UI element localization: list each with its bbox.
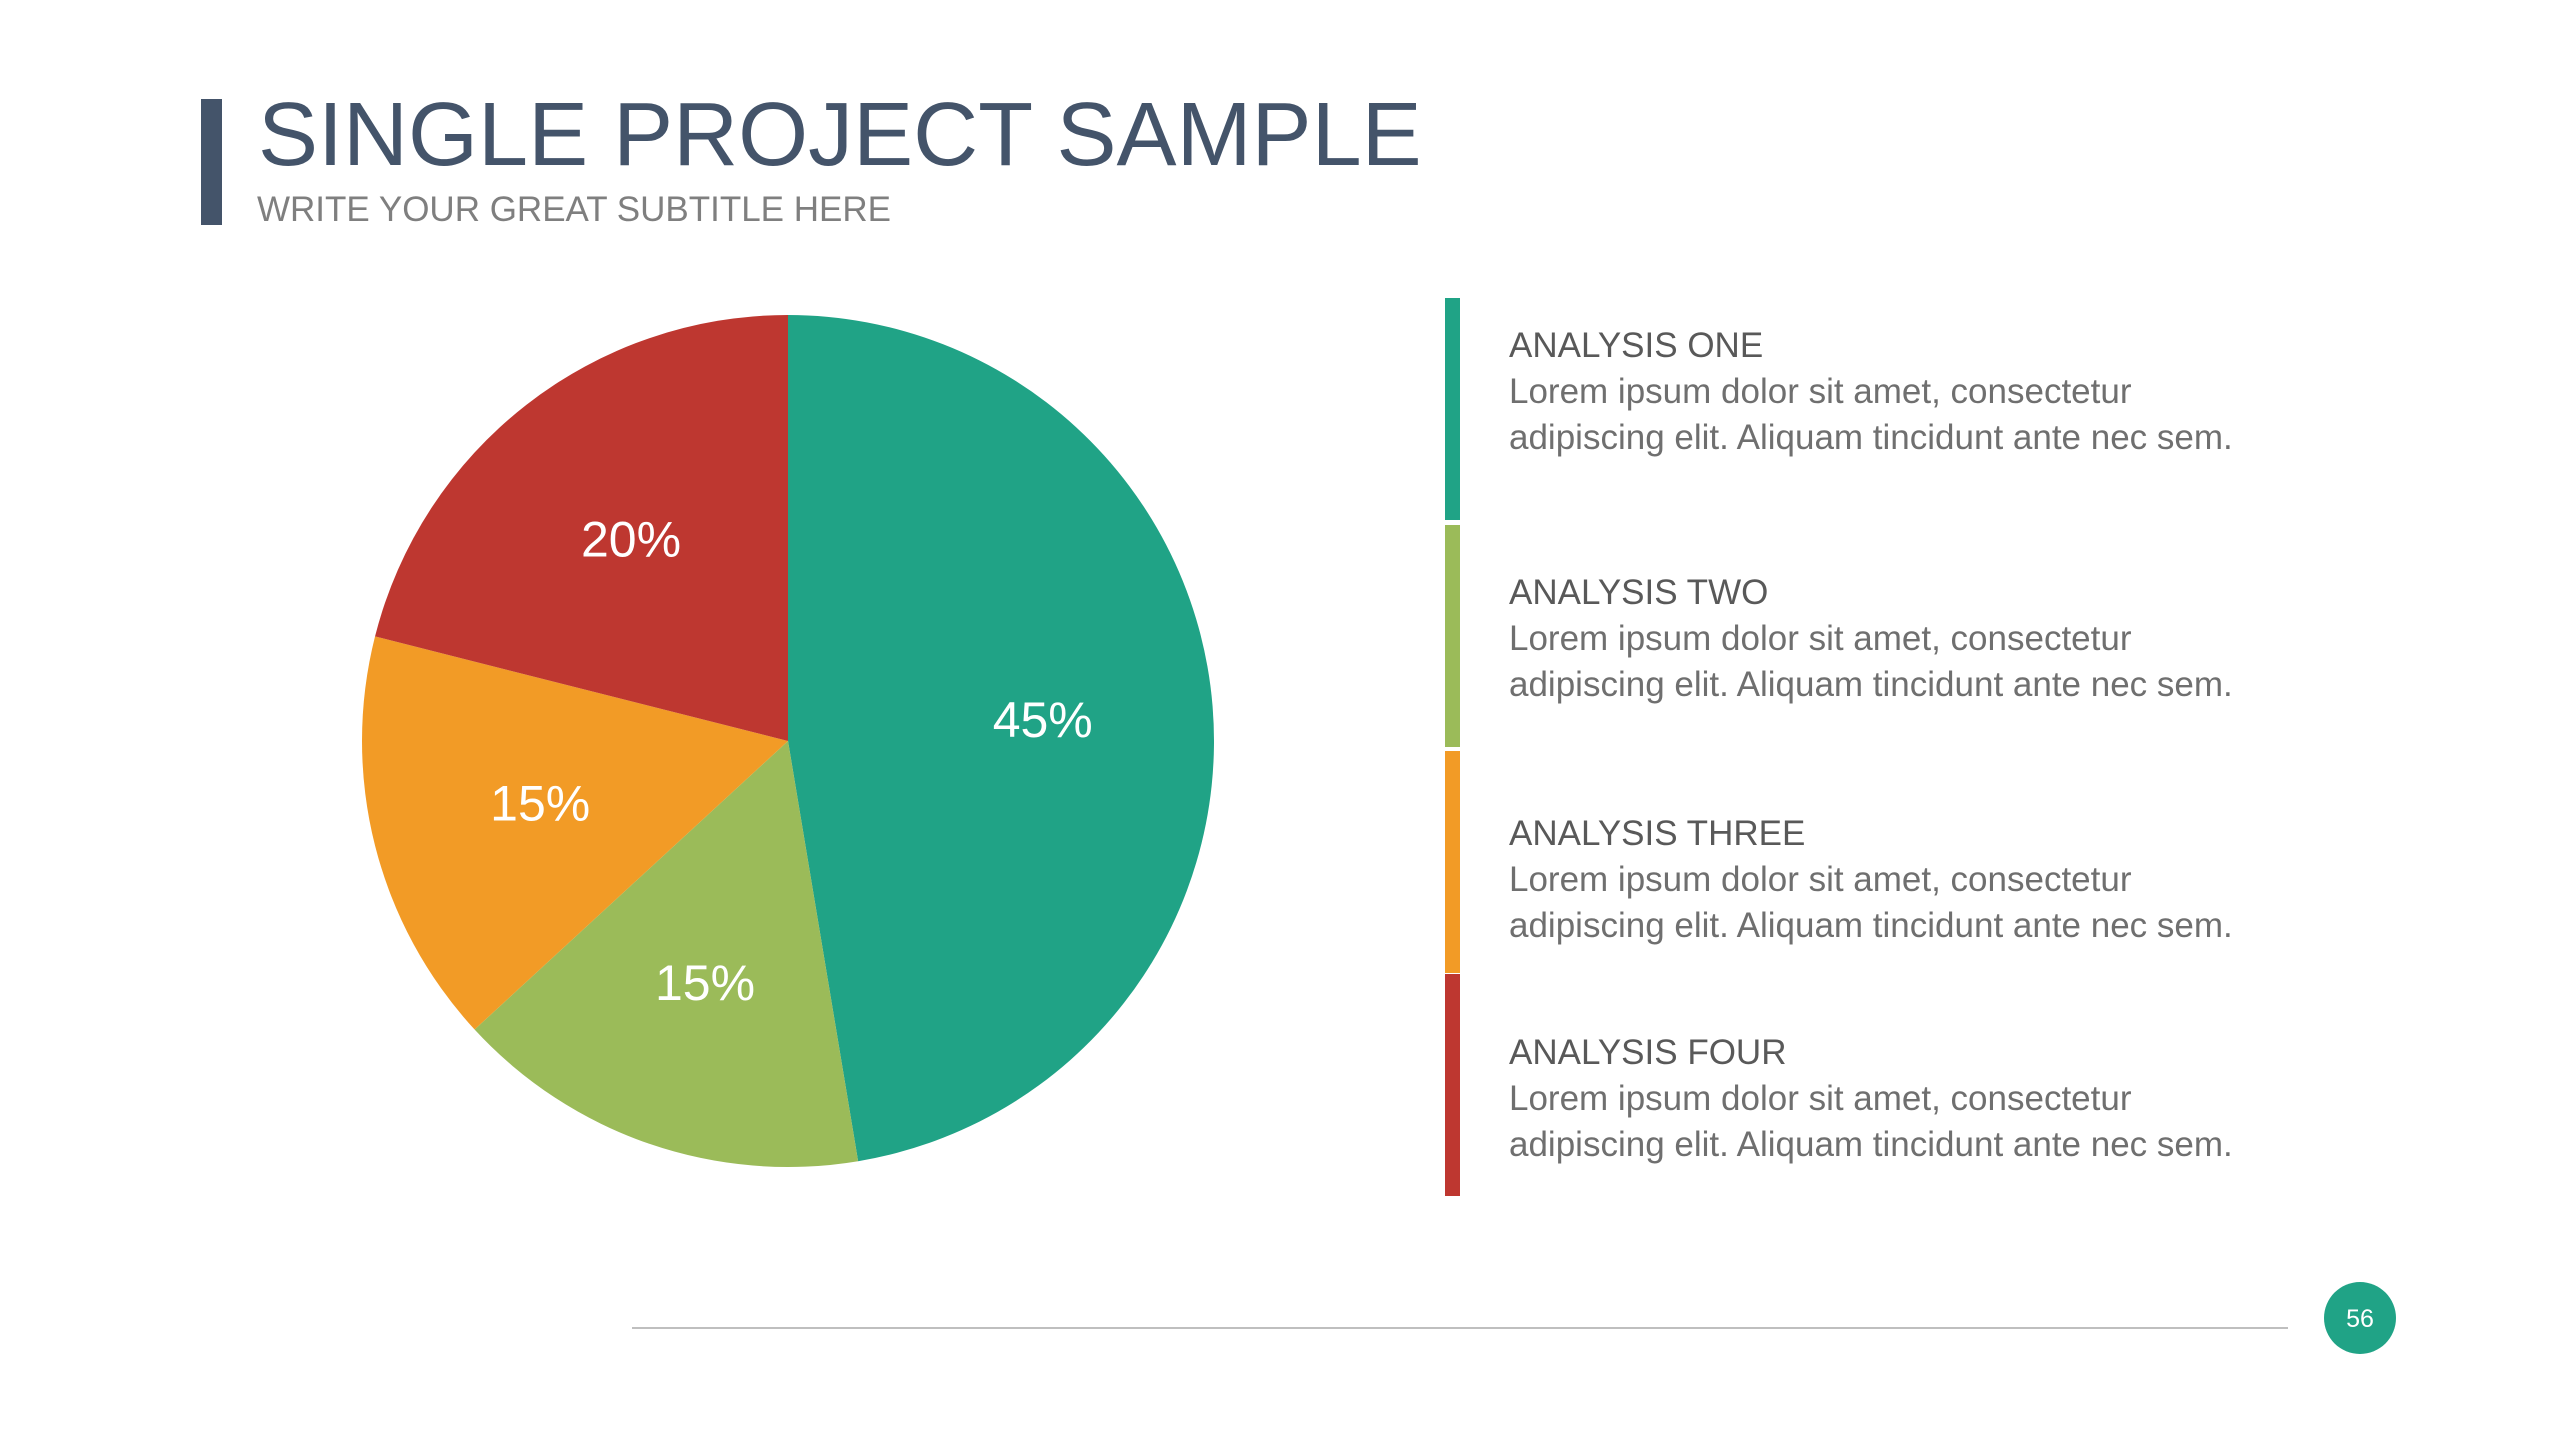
legend-swatch	[1445, 974, 1460, 1196]
title: SINGLE PROJECT SAMPLE	[258, 85, 1422, 185]
subtitle: WRITE YOUR GREAT SUBTITLE HERE	[257, 190, 891, 229]
pie-slice	[788, 315, 1215, 1162]
title-accent	[201, 99, 222, 225]
pie-slice	[474, 741, 859, 1167]
page-badge	[2324, 1282, 2396, 1354]
legend-swatch	[1445, 298, 1460, 520]
legend-item: ANALYSIS TWO Lorem ipsum dolor sit amet, …	[1509, 570, 2269, 708]
legend-description: Lorem ipsum dolor sit amet, consectetur …	[1509, 619, 2233, 704]
slice-label: 20%	[581, 511, 681, 567]
legend-item: ANALYSIS FOUR Lorem ipsum dolor sit amet,…	[1509, 1030, 2269, 1168]
legend-item: ANALYSIS THREE Lorem ipsum dolor sit amet…	[1509, 811, 2269, 949]
slice-label: 45%	[993, 692, 1093, 748]
legend-description: Lorem ipsum dolor sit amet, consectetur …	[1509, 372, 2233, 457]
legend-swatch	[1445, 751, 1460, 973]
legend-item: ANALYSIS ONE Lorem ipsum dolor sit amet, …	[1509, 323, 2269, 461]
page-number: 56	[2346, 1305, 2374, 1333]
pie-slice	[375, 315, 788, 741]
legend-label: ANALYSIS FOUR	[1509, 1033, 1787, 1072]
legend-description: Lorem ipsum dolor sit amet, consectetur …	[1509, 860, 2233, 945]
slice-label: 15%	[490, 776, 590, 832]
legend-label: ANALYSIS ONE	[1509, 326, 1764, 365]
pie-slice	[361, 636, 788, 1030]
legend-swatch	[1445, 525, 1460, 747]
legend-label: ANALYSIS THREE	[1509, 814, 1806, 853]
slice-label: 15%	[655, 955, 755, 1011]
legend-description: Lorem ipsum dolor sit amet, consectetur …	[1509, 1079, 2233, 1164]
legend-label: ANALYSIS TWO	[1509, 573, 1769, 612]
